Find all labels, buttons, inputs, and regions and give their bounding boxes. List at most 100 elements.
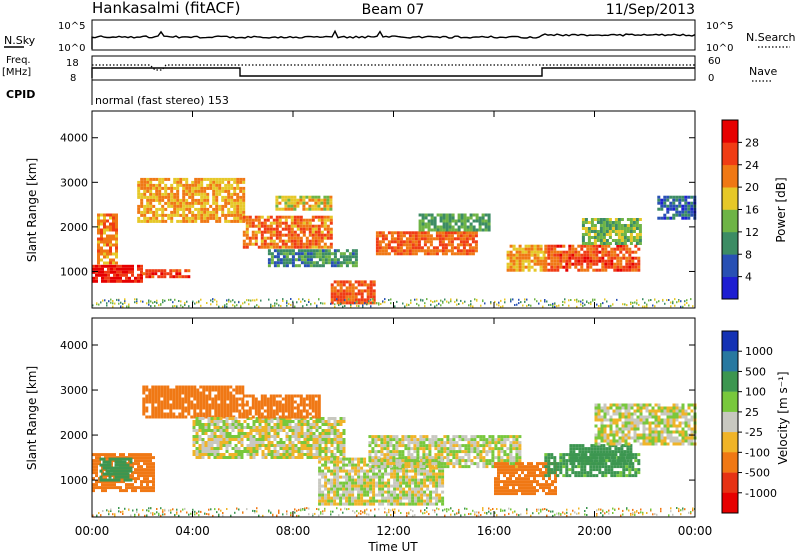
- velocity-heatmap: [92, 385, 697, 517]
- cpid-label: CPID: [6, 88, 35, 101]
- data-region-9: [569, 444, 633, 466]
- date-title: 11/Sep/2013: [606, 2, 695, 18]
- ytick-label-3: 4000: [60, 132, 88, 145]
- colorbar-tick-4: 20: [745, 181, 759, 194]
- data-region-8: [375, 231, 478, 256]
- colorbar-swatch-7: [722, 120, 738, 143]
- xtick-label-0: 00:00: [75, 524, 110, 538]
- colorbar-swatch-4: [722, 187, 738, 210]
- colorbar-tick-2: 12: [745, 226, 759, 239]
- data-region-1: [99, 457, 133, 482]
- ytick-label-0: 1000: [60, 265, 88, 278]
- colorbar-tick-1: 8: [745, 248, 752, 261]
- colorbar-swatch-5: [722, 164, 738, 188]
- ytick-label-2: 3000: [60, 176, 88, 189]
- colorbar-tick-0: 4: [745, 271, 752, 284]
- ytick-label-1: 2000: [60, 429, 88, 442]
- x-axis: 00:00 04:00 08:00 12:00 16:00 20:00 00:00: [75, 111, 713, 538]
- data-region-13: [657, 195, 697, 220]
- colorbar-swatch-8: [722, 492, 738, 514]
- velocity-panel: 1000 2000 3000 4000 Slant Range [km] 1000 50…: [25, 317, 790, 518]
- beam-title: Beam 07: [362, 2, 425, 18]
- ytick-label-0: 1000: [60, 474, 88, 487]
- noise-tick-top-left: 10^5: [58, 21, 85, 32]
- xtick-label-4: 16:00: [477, 524, 512, 538]
- colorbar-tick-2: 100: [745, 386, 766, 399]
- ytick-label-3: 4000: [60, 339, 88, 352]
- power-colorbar: 4 8 12 16 20 24 28: [721, 119, 759, 300]
- colorbar-swatch-2: [722, 371, 738, 392]
- colorbar-swatch-4: [722, 411, 738, 433]
- velocity-colorbar: 1000 500 100 25 -25 -100 -500 -1000: [721, 330, 777, 514]
- ground-scatter-band: [92, 298, 694, 308]
- noise-tick-bottom-right: 10^0: [706, 43, 733, 54]
- colorbar-tick-5: -100: [745, 446, 770, 459]
- colorbar-tick-7: -1000: [745, 487, 777, 500]
- colorbar-swatch-6: [722, 452, 738, 473]
- power-heatmap: [92, 177, 697, 308]
- colorbar-tick-3: 25: [745, 406, 759, 419]
- freq-label-1: Freq.: [6, 55, 31, 66]
- data-region-6: [267, 249, 358, 268]
- xtick-label-6: 00:00: [678, 524, 713, 538]
- colorbar-swatch-3: [722, 391, 738, 413]
- colorbar-tick-4: -25: [745, 426, 763, 439]
- xtick-label-2: 08:00: [276, 524, 311, 538]
- cpid-value: normal (fast stereo) 153: [95, 94, 229, 107]
- colorbar-swatch-7: [722, 472, 738, 494]
- noise-tick-top-right: 10^5: [706, 21, 733, 32]
- nave-tick-0: 0: [708, 73, 714, 84]
- data-region-5: [275, 195, 333, 211]
- velocity-yaxis: 1000 2000 3000 4000: [60, 339, 695, 487]
- nave-tick-60: 60: [708, 56, 721, 67]
- data-region-2: [142, 385, 245, 419]
- colorbar-tick-3: 16: [745, 204, 759, 217]
- colorbar-tick-6: -500: [745, 467, 770, 480]
- data-region-8: [544, 453, 641, 478]
- noise-panel: N.Sky 10^5 10^0 10^5 10^0 N.Search: [4, 19, 796, 54]
- data-region-6: [368, 435, 522, 469]
- station-title: Hankasalmi (fitACF): [92, 0, 240, 17]
- colorbar-swatch-1: [722, 254, 738, 277]
- data-region-4: [242, 215, 333, 249]
- noise-left-label: N.Sky: [4, 34, 36, 47]
- ytick-label-1: 2000: [60, 221, 88, 234]
- data-region-12: [581, 218, 642, 245]
- ground-scatter-band: [92, 507, 696, 517]
- xtick-label-1: 04:00: [175, 524, 210, 538]
- xtick-label-3: 12:00: [376, 524, 411, 538]
- colorbar-swatch-0: [722, 276, 738, 300]
- power-ylabel: Slant Range [km]: [25, 158, 39, 262]
- colorbar-tick-5: 24: [745, 159, 759, 172]
- data-region-7: [494, 462, 557, 496]
- data-region-9: [418, 213, 491, 232]
- colorbar-swatch-0: [722, 331, 738, 352]
- freq-tick-18: 18: [66, 58, 79, 69]
- data-region-3: [137, 177, 246, 223]
- power-panel: 1000 2000 3000 4000 Slant Range [km] 4 8 12 16…: [25, 110, 788, 309]
- ytick-label-2: 3000: [60, 384, 88, 397]
- noise-right-label: N.Search: [746, 31, 796, 44]
- colorbar-swatch-6: [722, 142, 738, 166]
- velocity-colorbar-label: Velocity [m s⁻¹]: [776, 371, 790, 464]
- power-colorbar-label: Power [dB]: [774, 177, 788, 242]
- data-region-11: [544, 244, 641, 272]
- colorbar-swatch-5: [722, 432, 738, 453]
- data-region-3: [192, 417, 346, 459]
- nave-label: Nave: [749, 65, 777, 78]
- freq-tick-8: 8: [70, 73, 76, 84]
- freq-label-2: [MHz]: [2, 67, 31, 78]
- colorbar-tick-1: 500: [745, 365, 766, 378]
- data-region-1: [142, 269, 191, 279]
- colorbar-tick-0: 1000: [745, 345, 773, 358]
- data-region-2: [97, 213, 118, 265]
- colorbar-tick-6: 28: [745, 136, 759, 149]
- xtick-label-5: 20:00: [577, 524, 612, 538]
- noise-tick-bottom-left: 10^0: [58, 43, 85, 54]
- freq-line: [91, 67, 695, 78]
- colorbar-swatch-2: [722, 231, 738, 255]
- data-region-10: [506, 244, 546, 272]
- noise-sky-line: [91, 29, 696, 49]
- colorbar-swatch-3: [722, 209, 738, 233]
